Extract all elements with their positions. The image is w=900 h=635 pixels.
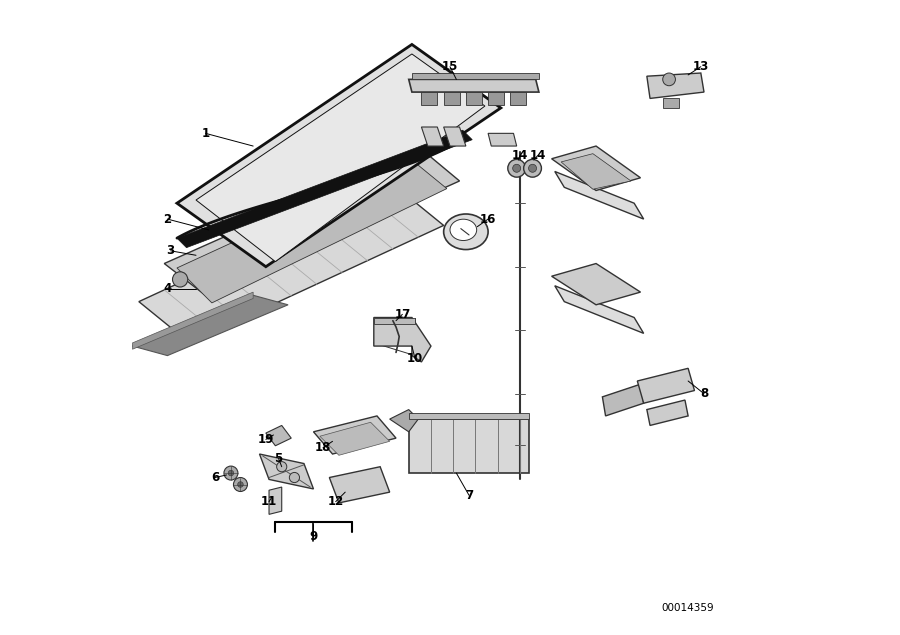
Polygon shape [444, 92, 460, 105]
Polygon shape [266, 425, 292, 446]
Polygon shape [510, 92, 526, 105]
Polygon shape [637, 368, 695, 403]
Text: 13: 13 [693, 60, 709, 73]
Polygon shape [602, 384, 644, 416]
Polygon shape [164, 149, 460, 295]
Polygon shape [313, 416, 396, 454]
Polygon shape [444, 127, 466, 146]
Polygon shape [552, 264, 641, 305]
Text: 9: 9 [310, 530, 318, 543]
Ellipse shape [450, 219, 477, 241]
Text: 16: 16 [480, 213, 496, 225]
Circle shape [233, 478, 248, 491]
Circle shape [513, 164, 521, 172]
Polygon shape [390, 410, 418, 432]
Circle shape [289, 472, 300, 483]
Text: 18: 18 [315, 441, 331, 454]
Polygon shape [421, 127, 444, 146]
Polygon shape [177, 44, 500, 267]
Text: 7: 7 [465, 489, 473, 502]
Circle shape [238, 482, 243, 487]
Polygon shape [329, 467, 390, 503]
Text: 8: 8 [700, 387, 708, 400]
Polygon shape [488, 133, 517, 146]
Polygon shape [177, 130, 472, 248]
Text: 00014359: 00014359 [662, 603, 715, 613]
Polygon shape [554, 171, 644, 219]
Text: 15: 15 [442, 60, 458, 73]
Text: 10: 10 [407, 352, 423, 365]
Polygon shape [320, 422, 390, 455]
Polygon shape [552, 146, 641, 190]
Circle shape [276, 462, 287, 472]
Text: 4: 4 [163, 283, 172, 295]
Polygon shape [554, 286, 644, 333]
Circle shape [508, 159, 526, 177]
Text: 1: 1 [202, 127, 210, 140]
Text: 12: 12 [328, 495, 344, 508]
Text: 5: 5 [274, 452, 283, 465]
Polygon shape [421, 92, 437, 105]
Polygon shape [647, 73, 704, 98]
Text: 14: 14 [512, 149, 528, 162]
Polygon shape [132, 295, 288, 356]
Polygon shape [374, 318, 431, 362]
Polygon shape [374, 318, 415, 324]
Polygon shape [177, 160, 446, 303]
Circle shape [228, 471, 234, 476]
Circle shape [662, 73, 675, 86]
Polygon shape [488, 92, 504, 105]
Text: 6: 6 [211, 471, 220, 484]
Text: 11: 11 [261, 495, 277, 508]
Polygon shape [409, 79, 539, 92]
Polygon shape [139, 184, 444, 343]
Polygon shape [647, 400, 688, 425]
Text: 2: 2 [164, 213, 172, 225]
Polygon shape [196, 54, 485, 262]
Polygon shape [561, 154, 631, 189]
Text: 3: 3 [166, 244, 175, 257]
Polygon shape [269, 487, 282, 514]
Polygon shape [662, 98, 679, 108]
Circle shape [528, 164, 536, 172]
Circle shape [524, 159, 542, 177]
Polygon shape [466, 92, 482, 105]
Text: 17: 17 [394, 308, 410, 321]
Polygon shape [259, 454, 313, 489]
Polygon shape [132, 292, 253, 349]
Polygon shape [409, 413, 529, 419]
Circle shape [173, 272, 188, 287]
Text: 14: 14 [529, 149, 545, 162]
Polygon shape [409, 419, 529, 473]
Text: 19: 19 [257, 433, 274, 446]
Polygon shape [412, 73, 539, 79]
Ellipse shape [444, 214, 488, 250]
Circle shape [224, 466, 238, 480]
